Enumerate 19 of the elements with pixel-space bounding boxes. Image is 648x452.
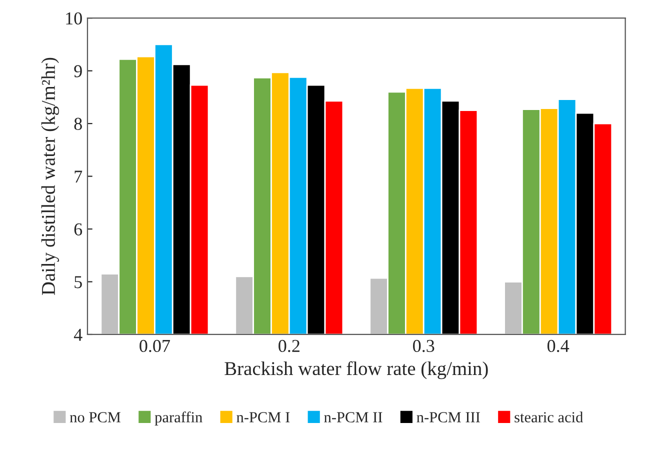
y-axis-title: Daily distilled water (kg/m²hr) (41, 58, 60, 296)
x-tick-label: 0.3 (413, 340, 434, 352)
y-tick-label: 7 (74, 170, 82, 183)
legend-label: no PCM (70, 412, 121, 422)
x-tick-label: 0.07 (140, 340, 170, 352)
x-tick-label: 0.4 (547, 340, 570, 352)
x-tick-label: 0.2 (278, 340, 300, 352)
legend-label: n-PCM I (236, 412, 290, 422)
legend-label: stearic acid (514, 412, 584, 422)
legend-label: n-PCM II (324, 412, 382, 422)
x-axis-title: Brackish water flow rate (kg/min) (224, 361, 488, 380)
y-tick-label: 6 (74, 223, 82, 236)
y-tick-label: 8 (74, 118, 82, 130)
y-tick-label: 4 (74, 328, 82, 341)
y-tick-label: 9 (74, 65, 82, 78)
legend-label: n-PCM III (416, 412, 480, 422)
legend-label: paraffin (154, 412, 202, 426)
y-tick-label: 10 (66, 12, 82, 25)
y-tick-label: 5 (74, 276, 82, 288)
